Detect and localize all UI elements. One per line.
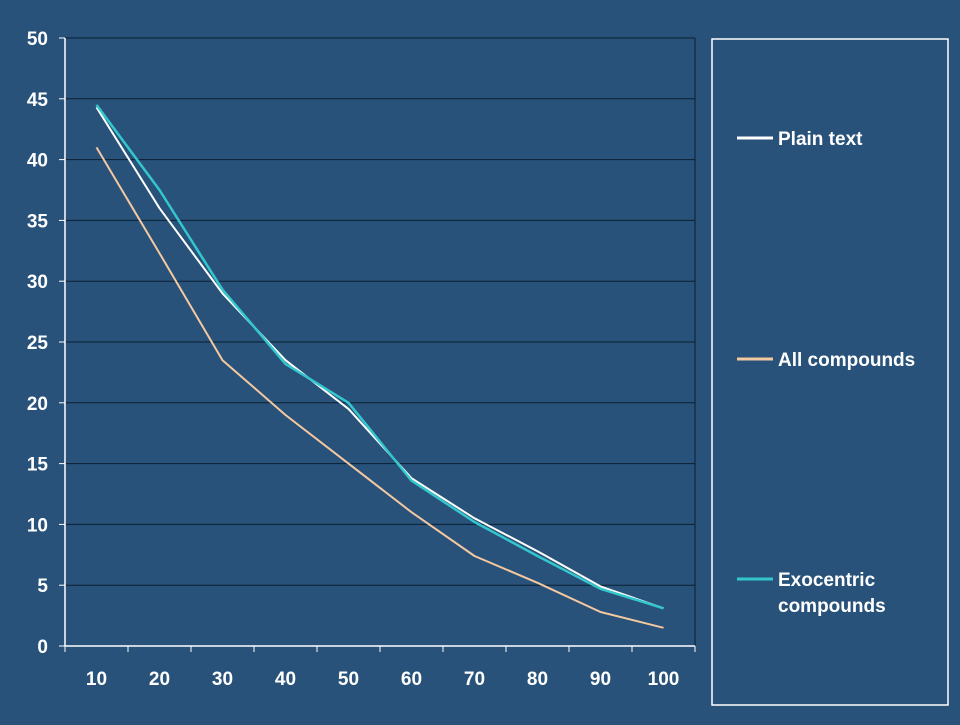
x-tick-label: 90 [590, 669, 611, 690]
x-tick-label: 30 [212, 669, 233, 690]
series-lines [95, 104, 664, 629]
x-tick-label: 80 [527, 669, 548, 690]
gridlines [65, 37, 696, 646]
legend-label-all-compounds: All compounds [778, 350, 915, 371]
legend-label-exocentric-compounds: Exocentric compounds [778, 570, 886, 617]
legend-box [711, 38, 949, 706]
y-tick-label: 20 [27, 394, 48, 415]
axes: 0 5 10 15 20 25 30 35 40 45 50 10 20 30 40 50 60 70 80 90 10… [27, 29, 696, 690]
x-tick-label: 70 [464, 669, 485, 690]
x-tick-label: 20 [149, 669, 170, 690]
series-line-plain-text [95, 106, 664, 610]
legend: Plain text All compounds Exocentric compoun… [711, 38, 949, 706]
y-tick-label: 45 [27, 90, 49, 111]
series-line-exocentric-compounds [95, 104, 664, 610]
y-tick-label: 15 [27, 455, 49, 476]
y-tick-label: 0 [37, 637, 48, 658]
x-tick-label: 100 [648, 669, 680, 690]
legend-label-plain-text: Plain text [778, 129, 863, 150]
y-tick-label: 30 [27, 272, 48, 293]
y-tick-label: 10 [27, 515, 48, 536]
x-tick-label: 40 [275, 669, 296, 690]
y-tick-label: 40 [27, 151, 48, 172]
x-tick-label: 50 [338, 669, 359, 690]
y-tick-label: 35 [27, 211, 49, 232]
series-line-all-compounds [95, 146, 664, 629]
x-tick-label: 10 [86, 669, 107, 690]
y-tick-label: 25 [27, 333, 49, 354]
y-tick-label: 5 [37, 576, 48, 597]
x-tick-label: 60 [401, 669, 422, 690]
y-tick-label: 50 [27, 29, 48, 50]
